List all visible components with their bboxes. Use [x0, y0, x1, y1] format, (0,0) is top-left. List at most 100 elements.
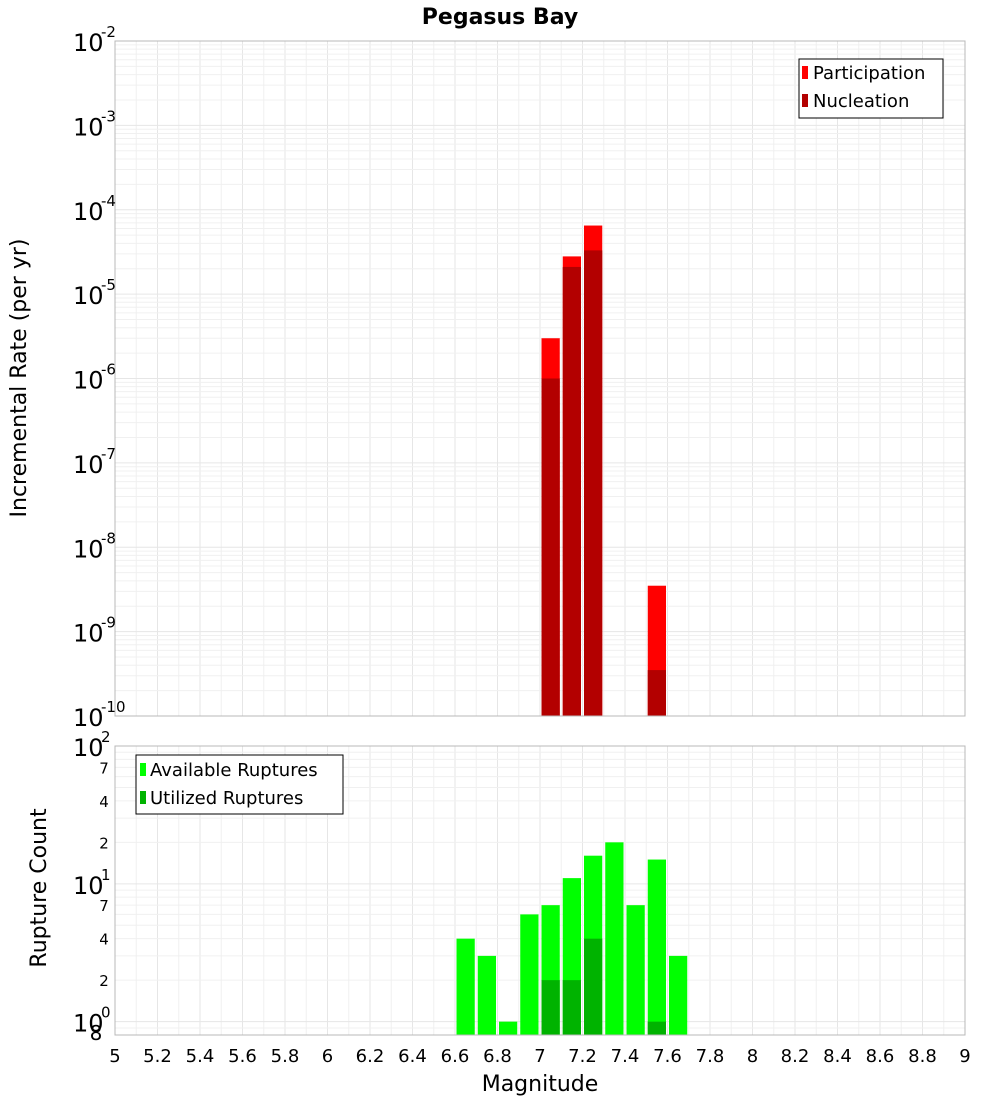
x-tick-label: 5.8: [271, 1046, 300, 1067]
bottom-y-tick: 102: [73, 728, 111, 762]
top-y-tick: 10-2: [73, 23, 116, 57]
top-y-tick-exp: -3: [101, 107, 116, 125]
bottom-y-tick-exp: 2: [101, 728, 111, 746]
top-y-tick-base: 10: [73, 620, 104, 648]
x-tick-label: 7.6: [653, 1046, 682, 1067]
top-y-tick-base: 10: [73, 535, 104, 563]
bottom-legend-swatch: [140, 763, 146, 776]
top-y-tick-exp: -8: [101, 529, 116, 547]
top-y-tick: 10-9: [73, 614, 116, 648]
top-y-tick: 10-6: [73, 361, 116, 395]
top-y-tick-base: 10: [73, 282, 104, 310]
top-y-tick: 10-10: [73, 698, 126, 732]
bottom-y-tick-base: 10: [73, 872, 104, 900]
bottom-y-minor-tick: 4: [99, 793, 109, 811]
top-bar-b: [541, 378, 560, 716]
x-tick-label: 9: [959, 1046, 970, 1067]
bottom-bar-a: [499, 1021, 518, 1035]
bottom-bar-b: [562, 980, 581, 1035]
top-y-tick: 10-7: [73, 445, 116, 479]
top-y-tick-exp: -9: [101, 614, 116, 632]
bottom-y-tick: 101: [73, 866, 111, 900]
bottom-y-minor-tick: 4: [99, 931, 109, 949]
bottom-y-tick-exp: 0: [101, 1004, 111, 1022]
bottom-bar-b: [541, 980, 560, 1035]
x-tick-label: 7.2: [568, 1046, 597, 1067]
top-y-tick-base: 10: [73, 29, 104, 57]
bottom-legend-label: Available Ruptures: [150, 760, 318, 781]
x-tick-label: 6.4: [398, 1046, 427, 1067]
bottom-y-minor-tick: 2: [99, 972, 109, 990]
bottom-y-axis-label: Rupture Count: [27, 808, 52, 968]
x-tick-label: 8: [747, 1046, 758, 1067]
bottom-legend-box: [135, 754, 344, 815]
top-y-tick-base: 10: [73, 198, 104, 226]
top-y-tick-base: 10: [73, 367, 104, 395]
x-tick-label: 6.2: [356, 1046, 385, 1067]
x-tick-label: 7.4: [611, 1046, 640, 1067]
x-tick-label: 5.4: [186, 1046, 215, 1067]
bottom-y-tick-base: 10: [73, 734, 104, 762]
top-legend-swatch: [802, 94, 808, 107]
chart-title: Pegasus Bay: [422, 5, 578, 30]
x-tick-label: 7.8: [696, 1046, 725, 1067]
bottom-y-minor-tick: 2: [99, 834, 109, 852]
bottom-bar-b: [584, 938, 603, 1035]
top-y-tick-exp: -4: [101, 192, 116, 210]
bottom-bar-a: [647, 859, 666, 1035]
top-plot: 10-1010-910-810-710-610-510-410-310-2Par…: [73, 23, 966, 732]
bottom-bar-a: [520, 914, 539, 1035]
top-bar-b: [562, 266, 581, 716]
x-tick-label: 7: [534, 1046, 545, 1067]
top-y-tick-base: 10: [73, 704, 104, 732]
bottom-y-minor-tick: 8: [90, 1021, 103, 1045]
bottom-plot-frame: [114, 745, 966, 1036]
bottom-bar-a: [626, 905, 645, 1035]
bottom-legend-swatch: [140, 791, 146, 804]
x-tick-label: 5.6: [228, 1046, 257, 1067]
bottom-y-minor-tick: 7: [99, 897, 109, 915]
top-y-tick: 10-5: [73, 276, 116, 310]
top-y-tick-exp: -10: [101, 698, 126, 716]
top-y-tick-exp: -5: [101, 276, 116, 294]
bottom-y-tick-exp: 1: [101, 866, 111, 884]
top-bar-b: [647, 670, 666, 716]
bottom-bar-a: [456, 938, 475, 1035]
x-tick-label: 6.6: [441, 1046, 470, 1067]
bottom-legend: Available Ruptures Utilized Ruptures: [135, 754, 344, 815]
top-y-axis-label: Incremental Rate (per yr): [7, 239, 32, 518]
bottom-y-minor-tick: 7: [99, 759, 109, 777]
bottom-bar-a: [669, 955, 688, 1035]
bottom-y-tick-base: 10: [73, 1010, 104, 1038]
x-tick-label: 5.2: [143, 1046, 172, 1067]
top-legend-box: [798, 58, 944, 119]
top-y-tick: 10-8: [73, 529, 116, 563]
bottom-bar-a: [477, 955, 496, 1035]
top-y-tick-exp: -2: [101, 23, 116, 41]
top-y-tick-base: 10: [73, 113, 104, 141]
top-y-tick-exp: -6: [101, 361, 116, 379]
top-legend-label: Participation: [813, 63, 925, 84]
bottom-bar-b: [647, 1021, 666, 1035]
x-tick-label: 8.6: [866, 1046, 895, 1067]
top-y-tick-base: 10: [73, 451, 104, 479]
bottom-legend-label: Utilized Ruptures: [150, 788, 303, 809]
top-y-tick: 10-3: [73, 107, 116, 141]
x-tick-label: 5: [109, 1046, 120, 1067]
x-tick-label: 6.8: [483, 1046, 512, 1067]
top-legend-label: Nucleation: [813, 91, 909, 112]
top-legend: Participation Nucleation: [798, 58, 944, 119]
x-tick-label: 6: [322, 1046, 333, 1067]
x-tick-label: 8.2: [781, 1046, 810, 1067]
x-axis-label: Magnitude: [482, 1072, 599, 1097]
top-y-tick-exp: -7: [101, 445, 116, 463]
x-tick-label: 8.4: [823, 1046, 852, 1067]
bottom-y-tick: 100: [73, 1004, 111, 1038]
x-tick-label: 8.8: [908, 1046, 937, 1067]
top-bar-b: [584, 250, 603, 717]
top-plot-frame: [114, 40, 966, 717]
top-y-tick: 10-4: [73, 192, 116, 226]
